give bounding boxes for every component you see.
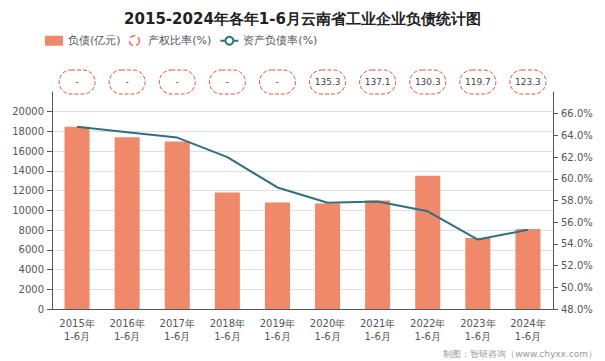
svg-text:2016年: 2016年 bbox=[109, 318, 144, 329]
svg-text:-: - bbox=[126, 77, 129, 87]
svg-text:-: - bbox=[226, 77, 229, 87]
svg-text:0: 0 bbox=[38, 304, 44, 315]
svg-text:56.0%: 56.0% bbox=[561, 217, 593, 228]
svg-text:119.7: 119.7 bbox=[465, 77, 491, 87]
svg-text:12000: 12000 bbox=[12, 185, 44, 196]
svg-text:-: - bbox=[75, 77, 78, 87]
svg-text:16000: 16000 bbox=[12, 146, 44, 157]
svg-text:123.3: 123.3 bbox=[515, 77, 541, 87]
svg-text:4000: 4000 bbox=[19, 264, 44, 275]
svg-text:负债(亿元): 负债(亿元) bbox=[68, 34, 121, 47]
svg-text:制图：智研咨询（www.chyxx.com）: 制图：智研咨询（www.chyxx.com） bbox=[443, 349, 597, 359]
svg-text:1-6月: 1-6月 bbox=[214, 331, 240, 342]
svg-text:14000: 14000 bbox=[12, 165, 44, 176]
svg-text:64.0%: 64.0% bbox=[561, 130, 593, 141]
svg-text:10000: 10000 bbox=[12, 205, 44, 216]
svg-text:18000: 18000 bbox=[12, 126, 44, 137]
svg-text:52.0%: 52.0% bbox=[561, 260, 593, 271]
svg-text:130.3: 130.3 bbox=[415, 77, 441, 87]
svg-text:2000: 2000 bbox=[19, 284, 44, 295]
svg-text:58.0%: 58.0% bbox=[561, 195, 593, 206]
svg-text:1-6月: 1-6月 bbox=[114, 331, 140, 342]
svg-text:2017年: 2017年 bbox=[160, 318, 195, 329]
svg-text:2023年: 2023年 bbox=[460, 318, 495, 329]
svg-text:137.1: 137.1 bbox=[365, 77, 391, 87]
svg-text:1-6月: 1-6月 bbox=[64, 331, 90, 342]
svg-text:2024年: 2024年 bbox=[510, 318, 545, 329]
svg-text:1-6月: 1-6月 bbox=[364, 331, 390, 342]
svg-text:1-6月: 1-6月 bbox=[415, 331, 441, 342]
svg-text:2019年: 2019年 bbox=[260, 318, 295, 329]
svg-text:2022年: 2022年 bbox=[410, 318, 445, 329]
svg-text:2020年: 2020年 bbox=[310, 318, 345, 329]
svg-text:2018年: 2018年 bbox=[210, 318, 245, 329]
svg-text:2015-2024年各年1-6月云南省工业企业负债统计图: 2015-2024年各年1-6月云南省工业企业负债统计图 bbox=[124, 10, 481, 28]
svg-text:20000: 20000 bbox=[12, 106, 44, 117]
svg-text:6000: 6000 bbox=[19, 244, 44, 255]
svg-text:66.0%: 66.0% bbox=[561, 108, 593, 119]
svg-text:1-6月: 1-6月 bbox=[465, 331, 491, 342]
svg-text:48.0%: 48.0% bbox=[561, 304, 593, 315]
svg-text:2015年: 2015年 bbox=[59, 318, 94, 329]
svg-text:54.0%: 54.0% bbox=[561, 238, 593, 249]
svg-text:1-6月: 1-6月 bbox=[164, 331, 190, 342]
svg-text:-: - bbox=[176, 77, 179, 87]
svg-text:-: - bbox=[276, 77, 279, 87]
svg-text:135.3: 135.3 bbox=[315, 77, 341, 87]
svg-text:8000: 8000 bbox=[19, 225, 44, 236]
svg-text:2021年: 2021年 bbox=[360, 318, 395, 329]
svg-text:1-6月: 1-6月 bbox=[515, 331, 541, 342]
svg-text:产权比率(%): 产权比率(%) bbox=[148, 34, 211, 47]
svg-text:1-6月: 1-6月 bbox=[264, 331, 290, 342]
svg-text:50.0%: 50.0% bbox=[561, 282, 593, 293]
svg-text:1-6月: 1-6月 bbox=[314, 331, 340, 342]
svg-text:62.0%: 62.0% bbox=[561, 152, 593, 163]
svg-text:60.0%: 60.0% bbox=[561, 173, 593, 184]
svg-text:资产负债率(%): 资产负债率(%) bbox=[243, 34, 317, 47]
